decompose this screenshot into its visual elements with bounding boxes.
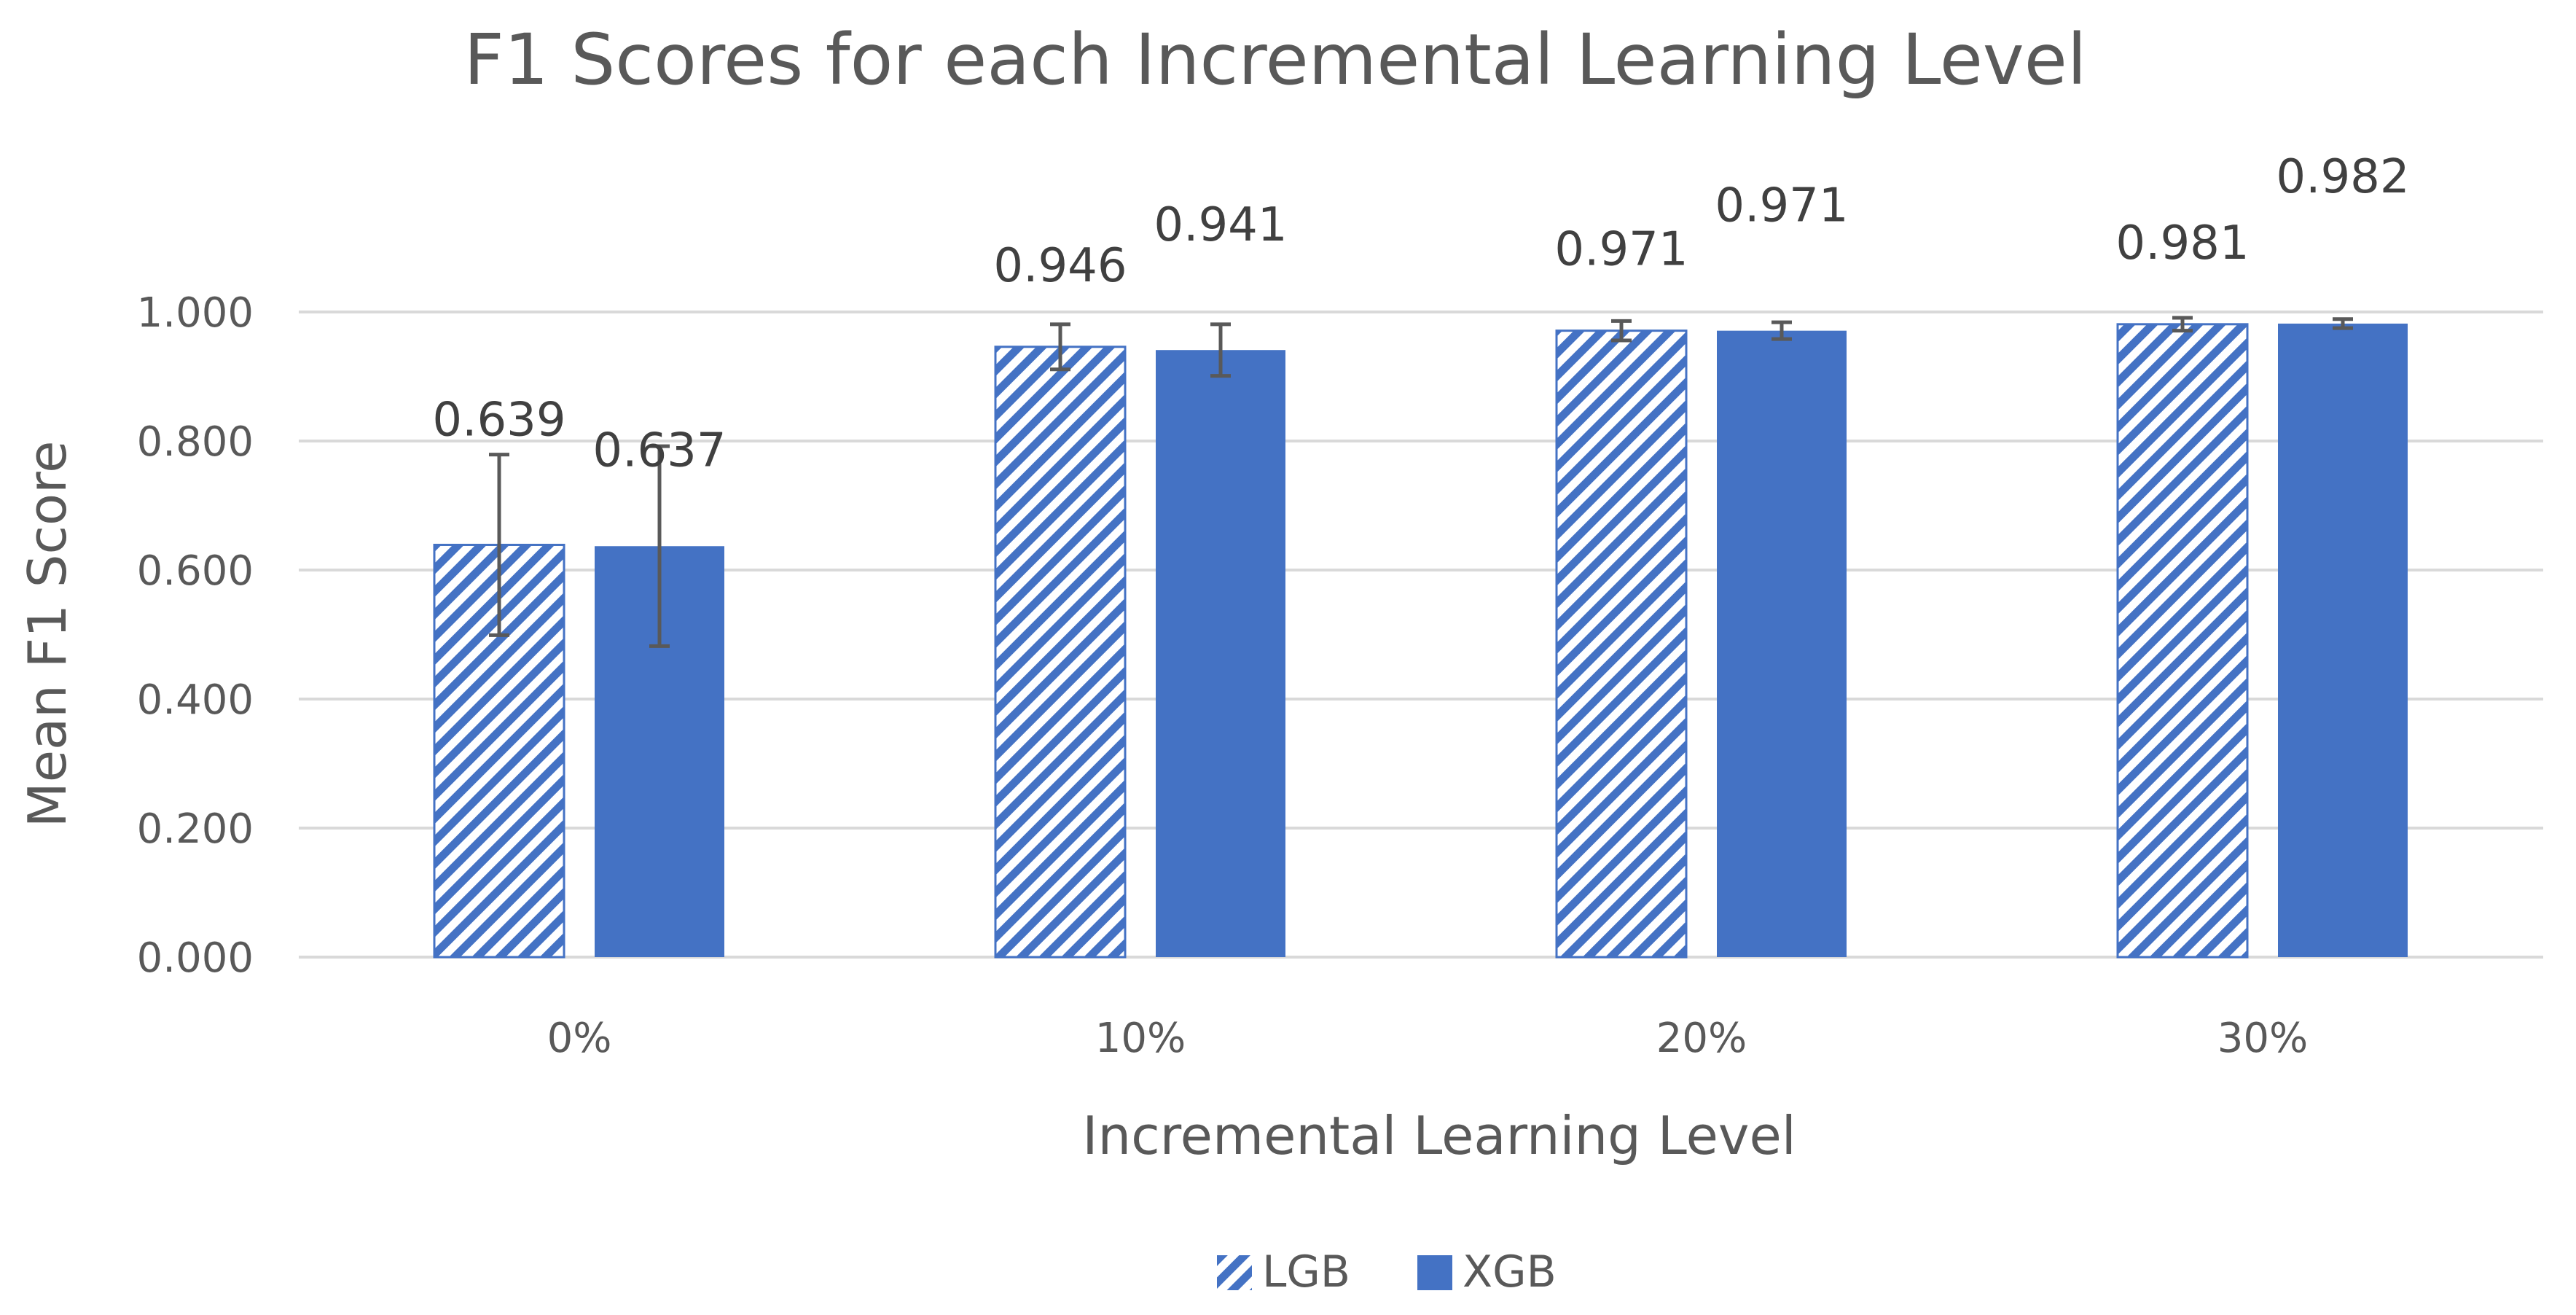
error-bar-xgb-3 [2333, 317, 2353, 330]
error-bar-lgb-3 [2172, 316, 2193, 333]
legend-swatch-xgb [1417, 1255, 1452, 1290]
bar-lgb-3 [2116, 323, 2249, 959]
x-axis-ticks: 0% 10% 20% 30% [547, 1015, 2309, 1062]
y-tick-label-0: 0.000 [137, 934, 254, 982]
data-label-lgb-3: 0.981 [2115, 216, 2249, 270]
legend-label-lgb: LGB [1262, 1246, 1350, 1298]
legend-swatch-lgb [1217, 1255, 1252, 1290]
error-bar-lgb-1 [1050, 322, 1070, 372]
y-tick-label-3: 0.600 [137, 547, 254, 595]
bar-xgb-1 [1156, 350, 1285, 958]
y-tick-label-5: 1.000 [137, 289, 254, 337]
bars [433, 323, 2408, 959]
bar-lgb-2 [1555, 329, 1688, 959]
error-bars [489, 316, 2353, 648]
legend: LGB XGB [1217, 1246, 1557, 1298]
y-tick-label-2: 0.400 [137, 676, 254, 724]
x-tick-label-1: 10% [1095, 1015, 1186, 1062]
data-label-lgb-1: 0.946 [993, 239, 1127, 293]
legend-label-xgb: XGB [1463, 1246, 1557, 1298]
x-tick-label-3: 30% [2217, 1015, 2308, 1062]
x-tick-label-2: 20% [1656, 1015, 1747, 1062]
data-label-lgb-0: 0.639 [432, 393, 565, 447]
x-tick-label-0: 0% [547, 1015, 612, 1062]
x-axis-title: Incremental Learning Level [1082, 1105, 1796, 1166]
error-bar-xgb-2 [1772, 320, 1792, 341]
data-label-xgb-2: 0.971 [1715, 179, 1848, 233]
error-bar-xgb-1 [1210, 322, 1231, 378]
y-tick-label-1: 0.200 [137, 805, 254, 853]
y-axis-title: Mean F1 Score [17, 441, 78, 828]
data-label-lgb-2: 0.971 [1554, 223, 1688, 277]
error-bar-lgb-0 [489, 453, 509, 637]
data-label-xgb-0: 0.637 [592, 424, 726, 477]
data-labels: 0.639 0.637 0.946 0.941 0.971 0.971 0.981 0.982 [432, 150, 2409, 477]
bar-lgb-1 [994, 346, 1127, 959]
y-tick-label-4: 0.800 [137, 418, 254, 466]
error-bar-xgb-0 [649, 444, 670, 648]
data-label-xgb-3: 0.982 [2276, 150, 2409, 204]
error-bar-lgb-2 [1611, 319, 1632, 343]
y-axis-ticks: 0.000 0.200 0.400 0.600 0.800 1.000 [137, 289, 254, 982]
bar-xgb-3 [2278, 323, 2408, 957]
bar-xgb-2 [1717, 330, 1847, 957]
chart-title: F1 Scores for each Incremental Learning … [464, 19, 2087, 101]
data-label-xgb-1: 0.941 [1154, 198, 1287, 252]
